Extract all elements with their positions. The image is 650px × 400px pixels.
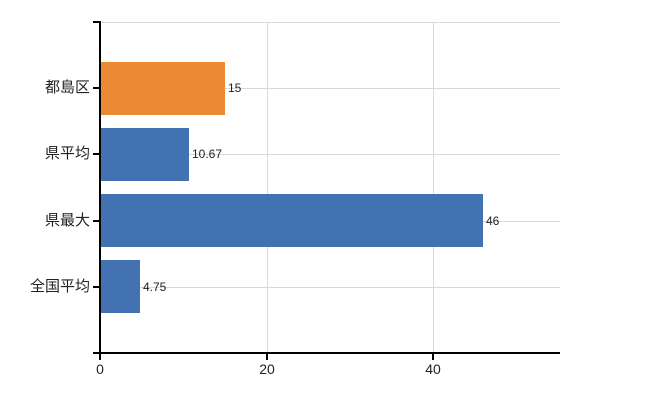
x-tick [266, 354, 268, 360]
y-tick [93, 153, 100, 155]
bar-都島区 [100, 62, 225, 115]
value-label: 4.75 [143, 280, 167, 294]
x-tick-label: 0 [96, 361, 104, 377]
value-label: 10.67 [192, 147, 223, 161]
plot-top-gridline [100, 22, 560, 23]
y-tick [93, 87, 100, 89]
bar-全国平均 [100, 260, 140, 313]
category-label-全国平均: 全国平均 [29, 278, 90, 295]
x-gridline [267, 22, 268, 353]
x-axis-line [93, 352, 560, 354]
category-center-gridline [100, 88, 560, 89]
category-center-gridline [100, 287, 560, 288]
category-label-都島区: 都島区 [44, 79, 90, 96]
category-label-県最大: 県最大 [44, 212, 90, 229]
x-tick [99, 354, 101, 360]
x-tick-label: 20 [259, 361, 275, 377]
x-tick-label: 40 [425, 361, 441, 377]
y-tick [93, 21, 100, 23]
plot-area: 15 10.67 46 4.75 [100, 22, 560, 353]
value-label: 46 [486, 214, 500, 228]
bar-県平均 [100, 128, 189, 181]
y-tick [93, 220, 100, 222]
category-center-gridline [100, 154, 560, 155]
value-label: 15 [228, 81, 242, 95]
y-tick [93, 286, 100, 288]
x-tick [432, 354, 434, 360]
category-label-県平均: 県平均 [44, 145, 90, 162]
y-axis-line [99, 21, 101, 354]
bar-県最大 [100, 194, 483, 247]
x-gridline [433, 22, 434, 353]
